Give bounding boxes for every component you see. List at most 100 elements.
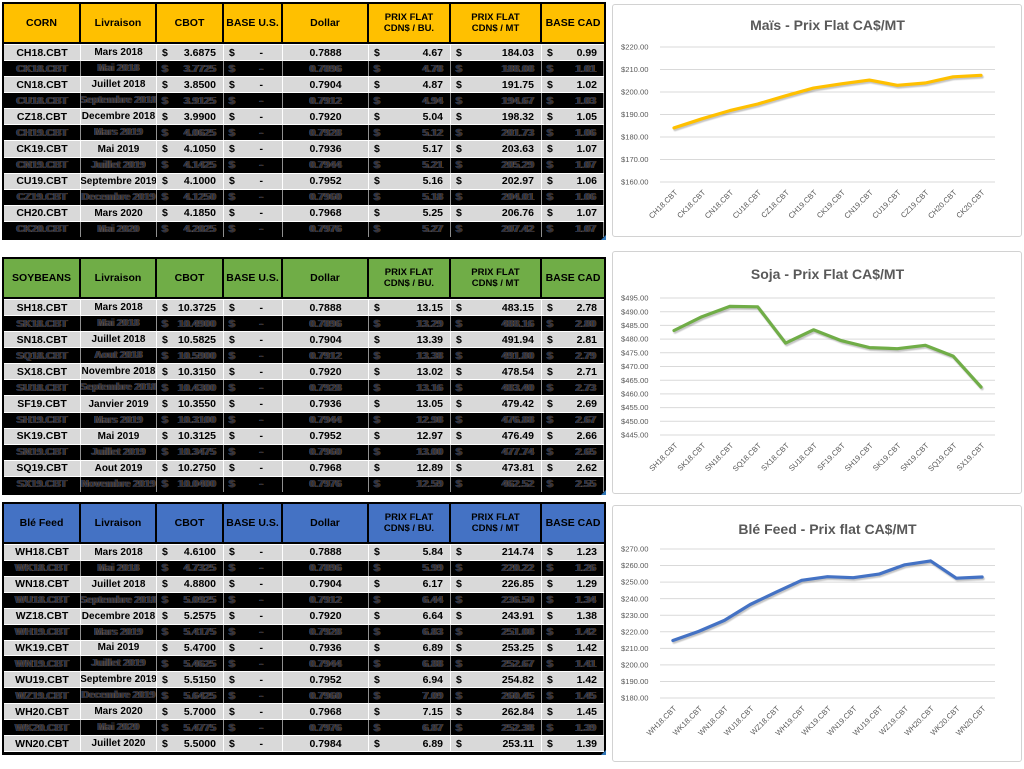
cell-cbot[interactable]: $4.7325 bbox=[157, 560, 224, 576]
cell-cbot[interactable]: $10.5825 bbox=[157, 332, 224, 348]
cell-dollar[interactable]: 0.7920 bbox=[283, 364, 369, 380]
soja-chart[interactable]: $495.00 $490.00 $485.00 $480.00 $475.00 $470.… bbox=[612, 251, 1022, 494]
cell-base_cad[interactable]: $1.03 bbox=[542, 93, 604, 109]
cell-prix_mt[interactable]: $201.73 bbox=[451, 125, 542, 141]
cell-livraison[interactable]: Novembre 2019 bbox=[81, 476, 157, 492]
cell-base_us[interactable]: $ - bbox=[224, 173, 283, 189]
cell-base_cad[interactable]: $1.01 bbox=[542, 61, 604, 77]
header-cell[interactable]: Dollar bbox=[283, 4, 369, 42]
cell-base_cad[interactable]: $2.81 bbox=[542, 332, 604, 347]
cell-prix_bu[interactable]: $5.84 bbox=[369, 545, 451, 560]
cell-base_us[interactable]: $ - bbox=[224, 61, 283, 77]
cell-prix_mt[interactable]: $252.67 bbox=[451, 656, 542, 672]
cell-prix_mt[interactable]: $479.42 bbox=[451, 396, 542, 412]
cell-livraison[interactable]: Mai 2020 bbox=[81, 221, 157, 237]
cell-base_us[interactable]: $ - bbox=[224, 77, 283, 93]
header-cell[interactable]: BASE CAD bbox=[542, 259, 604, 297]
cell-ticker[interactable]: WU19.CBT bbox=[4, 672, 81, 688]
cell-ticker[interactable]: WH20.CBT bbox=[4, 704, 81, 720]
cell-prix_bu[interactable]: $13.05 bbox=[369, 396, 451, 412]
cell-prix_bu[interactable]: $4.78 bbox=[369, 61, 451, 77]
cell-prix_mt[interactable]: $243.91 bbox=[451, 608, 542, 624]
cell-base_cad[interactable]: $1.42 bbox=[542, 672, 604, 687]
header-cell[interactable]: CORN bbox=[4, 4, 81, 42]
cell-dollar[interactable]: 0.7960 bbox=[283, 444, 369, 460]
header-cell[interactable]: BASE U.S. bbox=[224, 259, 283, 297]
cell-base_us[interactable]: $ - bbox=[224, 332, 283, 348]
cell-base_cad[interactable]: $1.07 bbox=[542, 206, 604, 221]
cell-dollar[interactable]: 0.7944 bbox=[283, 157, 369, 173]
cell-base_us[interactable]: $ - bbox=[224, 704, 283, 720]
cell-base_cad[interactable]: $1.05 bbox=[542, 109, 604, 124]
cell-ticker[interactable]: WN20.CBT bbox=[4, 736, 81, 751]
cell-base_cad[interactable]: $0.99 bbox=[542, 45, 604, 60]
cell-ticker[interactable]: WK19.CBT bbox=[4, 640, 81, 656]
cell-ticker[interactable]: WU18.CBT bbox=[4, 592, 81, 608]
cell-base_us[interactable]: $ - bbox=[224, 380, 283, 396]
cell-cbot[interactable]: $5.5150 bbox=[157, 672, 224, 688]
cell-base_us[interactable]: $ - bbox=[224, 640, 283, 656]
cell-prix_mt[interactable]: $477.74 bbox=[451, 444, 542, 460]
cell-base_cad[interactable]: $2.80 bbox=[542, 316, 604, 332]
cell-base_us[interactable]: $ - bbox=[224, 364, 283, 380]
cell-prix_bu[interactable]: $6.94 bbox=[369, 672, 451, 688]
cell-ticker[interactable]: SX19.CBT bbox=[4, 476, 81, 492]
cell-prix_mt[interactable]: $191.75 bbox=[451, 77, 542, 93]
cell-prix_mt[interactable]: $184.03 bbox=[451, 45, 542, 61]
cell-livraison[interactable]: Mars 2019 bbox=[81, 624, 157, 640]
cell-cbot[interactable]: $3.9900 bbox=[157, 109, 224, 125]
cell-base_cad[interactable]: $1.26 bbox=[542, 560, 604, 576]
cell-cbot[interactable]: $4.1425 bbox=[157, 157, 224, 173]
cell-prix_bu[interactable]: $12.98 bbox=[369, 412, 451, 428]
cell-base_cad[interactable]: $1.07 bbox=[542, 221, 604, 237]
cell-cbot[interactable]: $3.7725 bbox=[157, 61, 224, 77]
cell-prix_bu[interactable]: $12.97 bbox=[369, 428, 451, 444]
cell-livraison[interactable]: Mars 2020 bbox=[81, 704, 157, 720]
cell-base_us[interactable]: $ - bbox=[224, 460, 283, 476]
header-cell[interactable]: Dollar bbox=[283, 504, 369, 542]
header-cell[interactable]: BASE CAD bbox=[542, 4, 604, 42]
cell-base_cad[interactable]: $2.69 bbox=[542, 396, 604, 411]
header-cell[interactable]: PRIX FLAT CDN$ / MT bbox=[451, 504, 542, 542]
cell-cbot[interactable]: $4.8800 bbox=[157, 576, 224, 592]
cell-base_us[interactable]: $ - bbox=[224, 221, 283, 237]
cell-cbot[interactable]: $10.3550 bbox=[157, 396, 224, 412]
cell-livraison[interactable]: Juillet 2018 bbox=[81, 77, 157, 93]
cell-prix_mt[interactable]: $205.29 bbox=[451, 157, 542, 173]
cell-prix_bu[interactable]: $13.38 bbox=[369, 348, 451, 364]
cell-base_us[interactable]: $ - bbox=[224, 316, 283, 332]
cell-base_us[interactable]: $ - bbox=[224, 141, 283, 157]
cell-prix_bu[interactable]: $4.67 bbox=[369, 45, 451, 61]
cell-base_cad[interactable]: $1.42 bbox=[542, 641, 604, 656]
cell-dollar[interactable]: 0.7904 bbox=[283, 77, 369, 93]
cell-ticker[interactable]: CK18.CBT bbox=[4, 61, 81, 77]
cell-base_cad[interactable]: $2.79 bbox=[542, 348, 604, 364]
cell-dollar[interactable]: 0.7912 bbox=[283, 592, 369, 608]
cell-prix_mt[interactable]: $478.54 bbox=[451, 364, 542, 380]
header-cell[interactable]: CBOT bbox=[157, 259, 224, 297]
cell-prix_bu[interactable]: $13.39 bbox=[369, 332, 451, 348]
cell-prix_mt[interactable]: $483.40 bbox=[451, 380, 542, 396]
cell-livraison[interactable]: Juillet 2018 bbox=[81, 576, 157, 592]
cell-livraison[interactable]: Mars 2019 bbox=[81, 125, 157, 141]
cell-dollar[interactable]: 0.7888 bbox=[283, 545, 369, 560]
cell-dollar[interactable]: 0.7936 bbox=[283, 396, 369, 412]
header-cell[interactable]: PRIX FLAT CDN$ / BU. bbox=[369, 4, 451, 42]
cell-livraison[interactable]: Mars 2018 bbox=[81, 545, 157, 560]
cell-prix_mt[interactable]: $253.11 bbox=[451, 736, 542, 751]
cell-base_us[interactable]: $ - bbox=[224, 93, 283, 109]
cell-livraison[interactable]: Septembre 2019 bbox=[81, 672, 157, 688]
cell-dollar[interactable]: 0.7912 bbox=[283, 348, 369, 364]
cell-prix_bu[interactable]: $6.89 bbox=[369, 640, 451, 656]
cell-dollar[interactable]: 0.7920 bbox=[283, 608, 369, 624]
cell-prix_bu[interactable]: $6.44 bbox=[369, 592, 451, 608]
cell-base_us[interactable]: $ - bbox=[224, 125, 283, 141]
cell-prix_mt[interactable]: $491.80 bbox=[451, 348, 542, 364]
cell-cbot[interactable]: $5.4175 bbox=[157, 624, 224, 640]
cell-prix_bu[interactable]: $5.12 bbox=[369, 125, 451, 141]
cell-prix_bu[interactable]: $5.18 bbox=[369, 189, 451, 205]
cell-dollar[interactable]: 0.7912 bbox=[283, 93, 369, 109]
cell-ticker[interactable]: CU18.CBT bbox=[4, 93, 81, 109]
cell-ticker[interactable]: CN18.CBT bbox=[4, 77, 81, 93]
cell-dollar[interactable]: 0.7896 bbox=[283, 61, 369, 77]
